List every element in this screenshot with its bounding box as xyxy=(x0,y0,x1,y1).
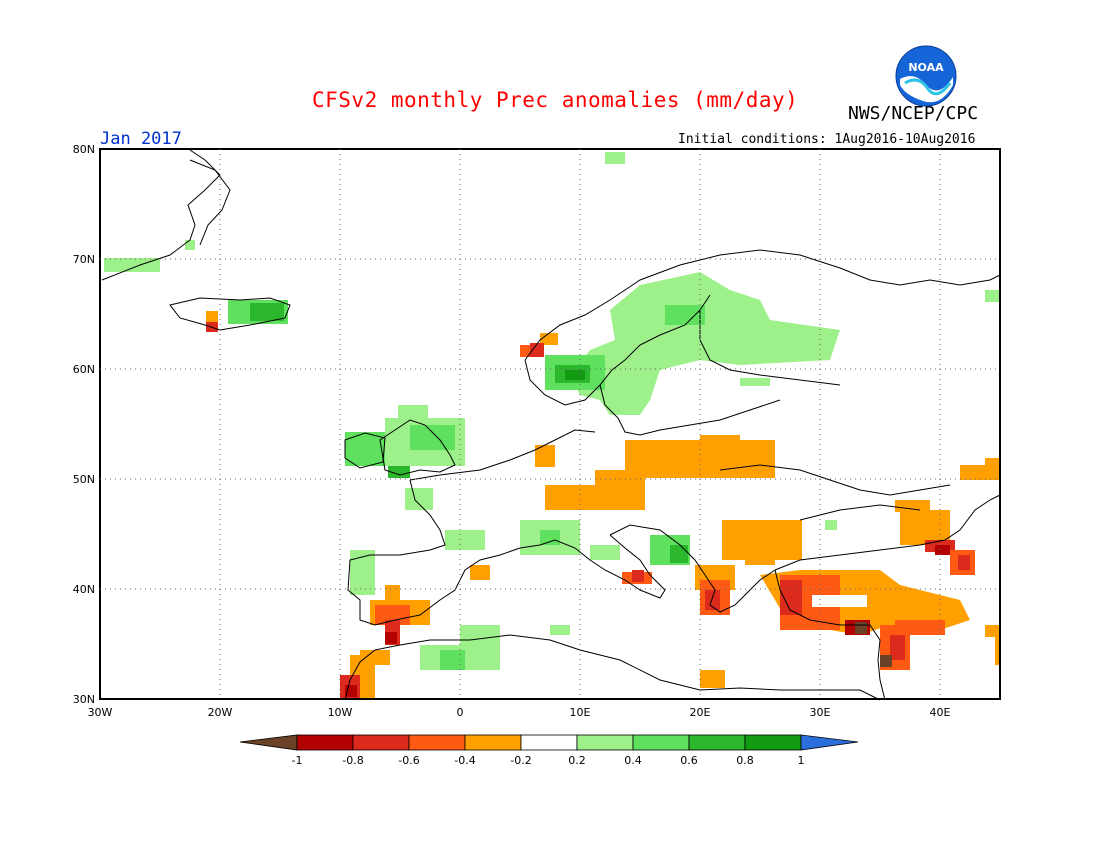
anomaly-patches xyxy=(104,152,1000,700)
colorbar-tick: 0.4 xyxy=(624,754,642,767)
colorbar xyxy=(239,734,859,751)
colorbar-swatch xyxy=(688,734,746,751)
colorbar-tick: 0.2 xyxy=(568,754,586,767)
lon-label: 10E xyxy=(570,706,591,719)
colorbar-tick: -0.8 xyxy=(342,754,363,767)
colorbar-swatch xyxy=(632,734,690,751)
coastlines xyxy=(101,149,1001,701)
lat-label: 40N xyxy=(73,583,95,596)
colorbar-high-arrow xyxy=(800,734,859,751)
lat-label: 80N xyxy=(73,143,95,156)
lon-label: 40E xyxy=(930,706,951,719)
lat-axis: 80N 70N 60N 50N 40N 30N xyxy=(73,143,95,706)
lon-label: 30E xyxy=(810,706,831,719)
colorbar-tick: 0.6 xyxy=(680,754,698,767)
lon-label: 20W xyxy=(208,706,233,719)
lon-label: 30W xyxy=(88,706,113,719)
colorbar-swatch xyxy=(408,734,466,751)
chart-title: CFSv2 monthly Prec anomalies (mm/day) xyxy=(312,88,799,112)
lon-label: 0 xyxy=(457,706,464,719)
gridlines xyxy=(100,149,1000,699)
colorbar-tick: -1 xyxy=(292,754,303,767)
agency-label: NWS/NCEP/CPC xyxy=(848,103,979,124)
colorbar-swatch xyxy=(464,734,522,751)
noaa-logo-icon: NOAA xyxy=(895,45,957,107)
lat-label: 60N xyxy=(73,363,95,376)
lat-label: 50N xyxy=(73,473,95,486)
forecast-month: Jan 2017 xyxy=(100,129,182,149)
map-frame xyxy=(99,148,1001,700)
lon-label: 20E xyxy=(690,706,711,719)
lat-label: 30N xyxy=(73,693,95,706)
colorbar-swatch xyxy=(520,734,578,751)
colorbar-swatch xyxy=(576,734,634,751)
colorbar-tick: -0.4 xyxy=(454,754,475,767)
colorbar-low-arrow xyxy=(239,734,298,751)
initial-conditions: Initial conditions: 1Aug2016-10Aug2016 xyxy=(678,132,976,147)
lon-axis: 30W 20W 10W 0 10E 20E 30E 40E xyxy=(88,706,951,719)
colorbar-swatch xyxy=(352,734,410,751)
noaa-logo-text: NOAA xyxy=(908,61,944,74)
colorbar-tick: 1 xyxy=(798,754,805,767)
colorbar-swatch xyxy=(296,734,354,751)
colorbar-swatch xyxy=(744,734,802,751)
colorbar-ticks: -1 -0.8 -0.6 -0.4 -0.2 0.2 0.4 0.6 0.8 1 xyxy=(292,754,805,767)
colorbar-tick: -0.6 xyxy=(398,754,419,767)
lon-label: 10W xyxy=(328,706,353,719)
lat-label: 70N xyxy=(73,253,95,266)
colorbar-tick: 0.8 xyxy=(736,754,754,767)
colorbar-tick: -0.2 xyxy=(510,754,531,767)
